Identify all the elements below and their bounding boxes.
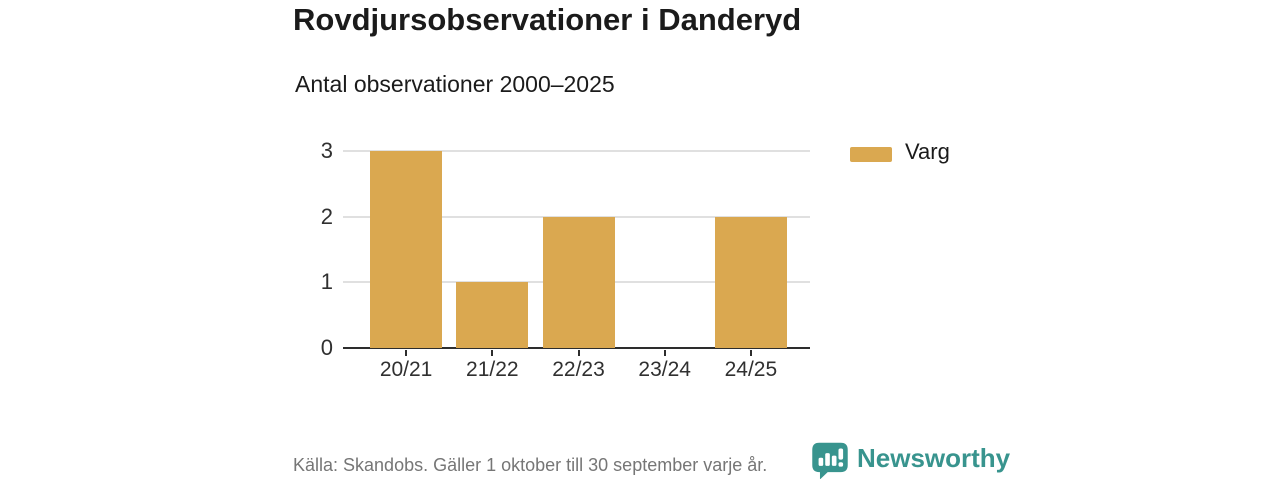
x-axis-tick <box>663 350 666 356</box>
bar-24/25 <box>714 216 787 348</box>
source-note: Källa: Skandobs. Gäller 1 oktober till 3… <box>293 455 768 475</box>
x-axis-tick <box>491 350 494 356</box>
y-axis-label: 3 <box>320 138 333 163</box>
x-axis-tick <box>405 350 408 356</box>
y-axis-label: 1 <box>320 269 333 295</box>
legend-swatch <box>850 146 892 162</box>
plot-area <box>343 150 810 356</box>
x-axis-label: 21/22 <box>466 358 519 381</box>
x-axis-label: 20/21 <box>379 358 433 381</box>
bar-20/21 <box>370 151 443 348</box>
x-axis-label: 22/23 <box>552 358 605 381</box>
legend-label: Varg <box>905 139 950 164</box>
x-axis-tick <box>749 350 752 356</box>
x-axis-label: 24/25 <box>724 358 778 381</box>
legend: Varg <box>850 138 950 166</box>
x-axis-label: 23/24 <box>638 358 691 381</box>
y-axis-label: 0 <box>320 335 333 360</box>
newsworthy-speech-bubble-chart-icon <box>812 442 848 479</box>
gridline <box>343 215 810 218</box>
newsworthy-wordmark: Newsworthy <box>857 443 1011 473</box>
bar-22/23 <box>542 216 615 348</box>
gridline <box>343 150 810 152</box>
bar-21/22 <box>456 282 529 348</box>
chart-title: Rovdjursobservationer i Danderyd <box>293 2 802 37</box>
newsworthy-logo: Newsworthy <box>811 442 1010 479</box>
chart-subtitle: Antal observationer 2000–2025 <box>295 71 615 97</box>
x-axis-tick <box>577 350 580 356</box>
y-axis-label: 2 <box>320 203 333 229</box>
